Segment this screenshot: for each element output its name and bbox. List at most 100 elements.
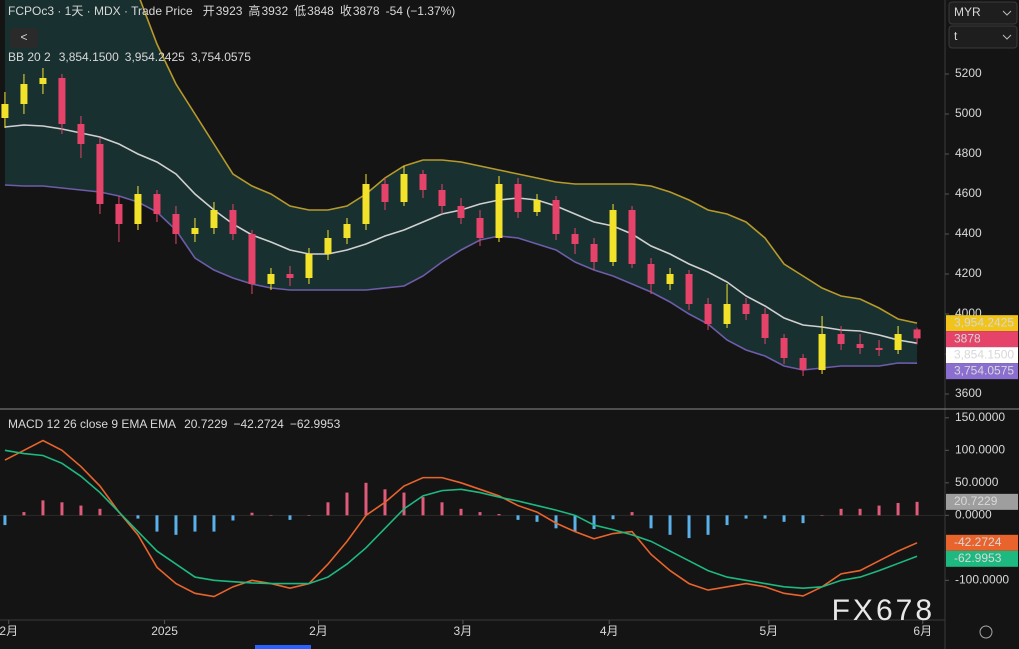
candle-body: [780, 338, 788, 358]
y-tick-label: 4400: [955, 226, 982, 240]
y-tick-label: 5000: [955, 106, 982, 120]
y-tick-label: 3600: [955, 386, 982, 400]
candle-body: [267, 274, 275, 284]
histogram-bar: [250, 512, 254, 516]
x-tick-label: 2月: [0, 624, 18, 638]
candle-body: [77, 124, 85, 144]
price-panel: [1, 0, 921, 376]
currency-select[interactable]: [948, 1, 1018, 25]
candle-body: [229, 210, 237, 234]
candle-body: [533, 200, 541, 212]
candle-body: [20, 84, 28, 104]
candle-body: [590, 244, 598, 262]
unit-select[interactable]: [948, 25, 1018, 49]
candle-body: [400, 174, 408, 202]
x-tick-label: 2025: [151, 624, 178, 638]
y-tick-label: 100.0000: [955, 442, 1005, 456]
back-button[interactable]: [10, 28, 38, 48]
y-tick-label: 4800: [955, 146, 982, 160]
axis-value-box: [946, 550, 1018, 567]
candle-body: [134, 194, 142, 224]
candle-body: [609, 210, 617, 262]
histogram-bar: [136, 515, 140, 519]
legend-text: 开: [203, 4, 215, 18]
histogram-bar: [117, 515, 121, 516]
candle-body: [153, 194, 161, 214]
legend-text: BB 20 2: [8, 50, 51, 64]
histogram-bar: [592, 515, 596, 529]
histogram-bar: [725, 515, 729, 526]
dropdown-arrow: [1002, 34, 1012, 40]
settings-icon[interactable]: [979, 625, 993, 639]
axis-value-box: [946, 534, 1018, 551]
histogram-bar: [516, 515, 520, 520]
legend-text: 3848: [307, 4, 334, 18]
legend-text: 收: [340, 4, 352, 18]
candle-body: [172, 214, 180, 234]
y-tick-label: -100.0000: [955, 573, 1009, 587]
candle-body: [742, 304, 750, 314]
axis-value-label: 3,954.2425: [954, 315, 1014, 329]
candle-body: [58, 78, 66, 124]
histogram-bar: [820, 515, 824, 516]
legend-text: -54 (−1.37%): [386, 4, 456, 18]
candle-body: [438, 190, 446, 206]
y-tick-label: 4200: [955, 266, 982, 280]
overlay: 360038004000420044004600480050005200FCPO…: [0, 3, 1018, 638]
candle-body: [571, 234, 579, 244]
candle-body: [552, 200, 560, 234]
histogram-bar: [79, 505, 83, 516]
y-tick-label: 0.0000: [955, 507, 992, 521]
candle-body: [324, 238, 332, 254]
candle-body: [305, 254, 313, 278]
candle-body: [647, 264, 655, 284]
histogram-bar: [706, 515, 710, 535]
macd-line: [4, 449, 918, 589]
axis-value-label: -62.9953: [954, 551, 1002, 565]
candle-body: [1, 104, 9, 118]
axis-value-box: [946, 493, 1018, 510]
histogram-bar: [459, 508, 463, 516]
axis-value-box: [946, 315, 1018, 332]
y-tick-label: 50.0000: [955, 475, 999, 489]
histogram-bar: [288, 515, 292, 520]
axis-value-box: [946, 331, 1018, 348]
candle-body: [191, 228, 199, 234]
legend-text: MACD 12 26 close 9 EMA EMA: [8, 417, 176, 431]
back-icon[interactable]: <: [20, 30, 27, 44]
currency[interactable]: MYR: [954, 5, 981, 19]
histogram-bar: [839, 508, 843, 516]
histogram-bar: [535, 515, 539, 522]
unit[interactable]: t: [954, 29, 958, 43]
histogram-bar: [478, 512, 482, 516]
legend-text: 3923: [216, 4, 243, 18]
candle-body: [419, 174, 427, 190]
band-line: [139, 0, 918, 324]
dropdown-arrow: [1002, 10, 1012, 16]
histogram-bar: [155, 515, 159, 532]
legend-text: FCPOc3 · 1天 · MDX · Trade Price: [8, 4, 193, 18]
histogram-bar: [687, 515, 691, 539]
candle-body: [666, 274, 674, 284]
histogram-bar: [41, 500, 45, 516]
candle-body: [856, 344, 864, 348]
histogram-bar: [763, 515, 767, 519]
histogram-bar: [611, 515, 615, 520]
histogram-bar: [915, 501, 919, 516]
histogram-bar: [858, 508, 862, 516]
candle-body: [343, 224, 351, 238]
legend-text: 20.7229: [184, 417, 228, 431]
x-tick-label: 3月: [454, 624, 473, 638]
axis-value-label: 3,854.1500: [954, 347, 1014, 361]
histogram-bar: [554, 515, 558, 529]
legend-text: 3,854.1500: [59, 50, 119, 64]
histogram-bar: [364, 482, 368, 516]
histogram-bar: [269, 515, 273, 516]
histogram-bar: [630, 512, 634, 516]
histogram-bar: [326, 502, 330, 516]
legend-text: −42.2724: [233, 417, 284, 431]
histogram-bar: [649, 515, 653, 529]
candle-body: [115, 204, 123, 224]
